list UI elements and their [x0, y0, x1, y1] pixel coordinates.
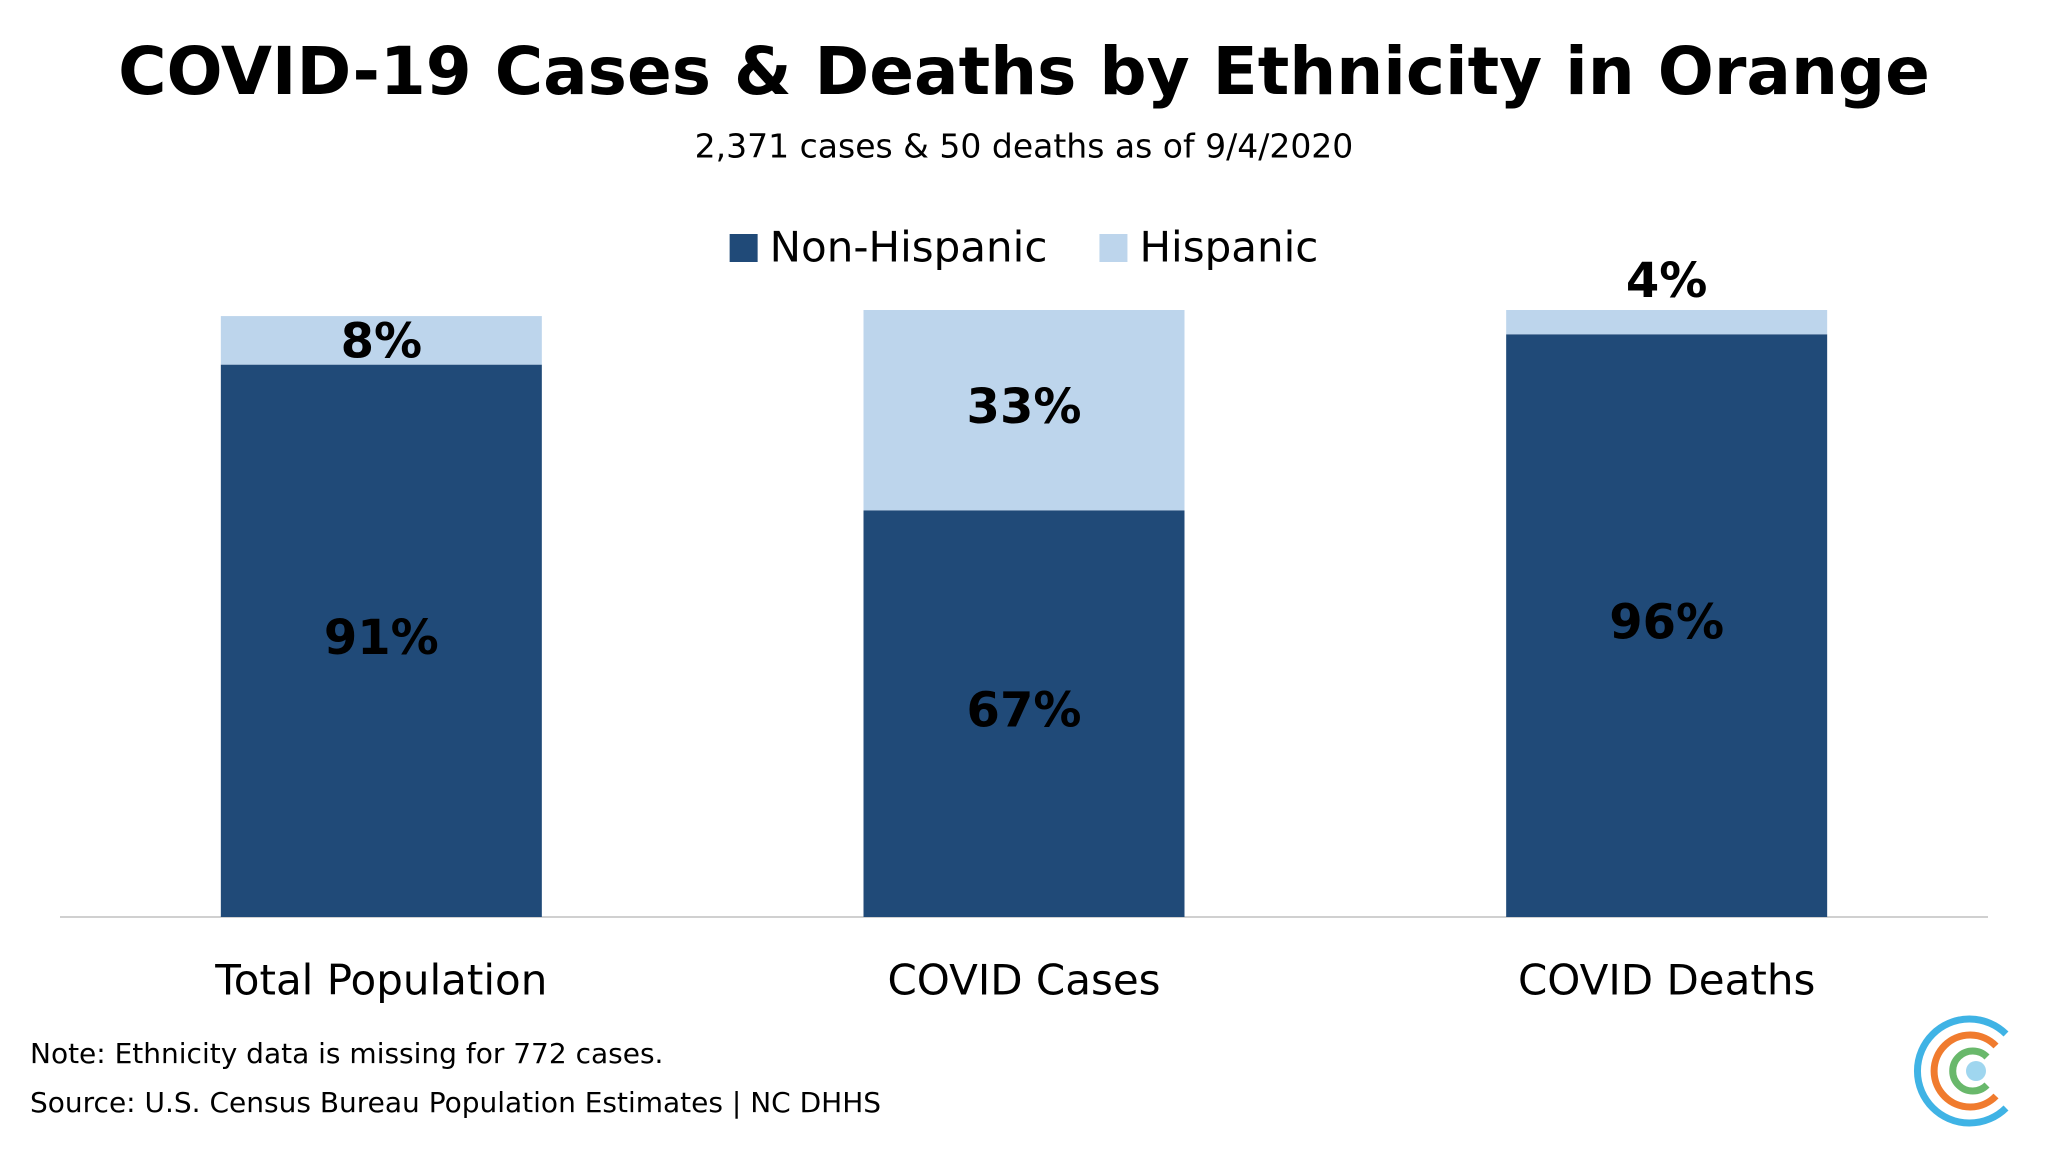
bar-segment: [220, 316, 542, 365]
data-label: 91%: [324, 610, 439, 666]
logo-arc: [1930, 1031, 1999, 1111]
bar-segment: [220, 364, 542, 917]
data-label: 4%: [1626, 253, 1708, 309]
legend-label: Non-Hispanic: [770, 223, 1048, 272]
data-label: 33%: [967, 379, 1082, 435]
logo-arc: [1949, 1047, 1990, 1095]
chart-title: COVID-19 Cases & Deaths by Ethnicity in …: [118, 33, 1930, 110]
bar-segment: [863, 510, 1185, 917]
source: Source: U.S. Census Bureau Population Es…: [30, 1086, 881, 1119]
data-label: 67%: [967, 683, 1082, 739]
chart-subtitle: 2,371 cases & 50 deaths as of 9/4/2020: [695, 127, 1354, 166]
bar-segment: [863, 310, 1185, 511]
legend-swatch: [1099, 234, 1128, 262]
logo-dot: [1966, 1061, 1986, 1081]
logo-arc: [1914, 1015, 2009, 1127]
bar-segment: [1506, 334, 1828, 917]
x-tick-label: COVID Cases: [887, 956, 1160, 1005]
data-label: 8%: [341, 313, 423, 369]
bar-segment: [1506, 310, 1828, 335]
x-tick-label: Total Population: [214, 956, 547, 1005]
data-label: 96%: [1609, 595, 1724, 651]
note: Note: Ethnicity data is missing for 772 …: [30, 1037, 663, 1070]
legend-swatch: [729, 234, 758, 262]
legend-label: Hispanic: [1139, 223, 1318, 272]
logo: [1914, 1015, 2009, 1127]
x-tick-label: COVID Deaths: [1518, 956, 1815, 1005]
